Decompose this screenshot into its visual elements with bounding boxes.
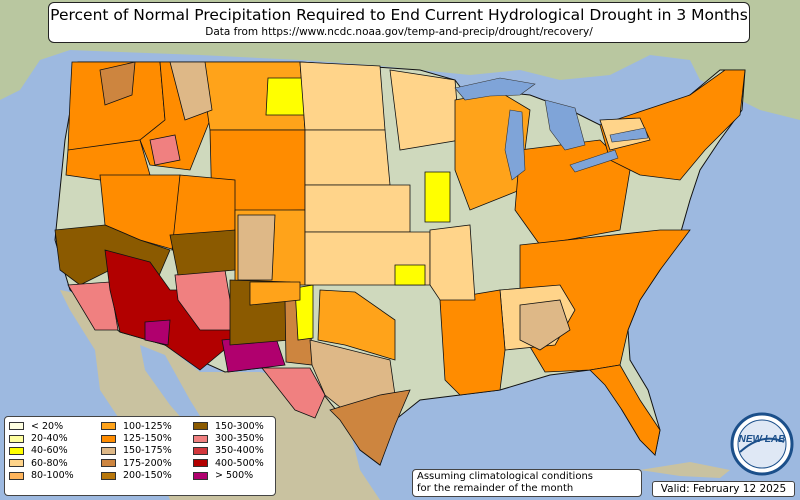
legend-swatch — [101, 459, 116, 468]
note-line-2: for the remainder of the month — [417, 483, 574, 494]
region-sd — [304, 129, 391, 186]
legend-item: 175-200% — [101, 457, 172, 469]
lake-ontario — [609, 127, 649, 143]
legend-item: 100-125% — [101, 420, 172, 432]
legend-swatch — [193, 422, 208, 431]
legend-label: 80-100% — [31, 470, 74, 482]
legend-label: 300-350% — [215, 433, 264, 445]
lake-superior — [454, 77, 536, 101]
lake-huron — [544, 99, 586, 151]
region-midwest-light — [389, 69, 461, 151]
legend-label: 60-80% — [31, 457, 68, 469]
legend-item: 300-350% — [193, 432, 264, 444]
legend-item: 150-175% — [101, 445, 172, 457]
legend-swatch — [193, 471, 208, 480]
legend-label: 200-150% — [123, 470, 172, 482]
logo-text: NEW LAB — [739, 434, 786, 445]
lake-michigan — [504, 109, 526, 181]
legend-item: 80-100% — [9, 470, 74, 482]
legend-swatch — [101, 434, 116, 443]
legend-swatch — [9, 434, 24, 443]
valid-date: Valid: February 12 2025 — [652, 481, 795, 497]
legend-swatch — [9, 422, 24, 431]
legend-label: 175-200% — [123, 457, 172, 469]
mexico-land — [60, 290, 380, 500]
region-ks-yellow — [394, 264, 426, 286]
legend-item: > 500% — [193, 470, 264, 482]
title-box: Percent of Normal Precipitation Required… — [48, 2, 750, 43]
region-tx-east — [317, 289, 396, 361]
region-tx-panhandle — [249, 281, 301, 306]
legend-swatch — [193, 459, 208, 468]
legend-label: 40-60% — [31, 445, 68, 457]
legend-swatch — [9, 446, 24, 455]
region-iowa-yellow — [424, 171, 451, 223]
legend-label: 20-40% — [31, 433, 68, 445]
region-southeast — [519, 229, 691, 373]
legend-label: 400-500% — [215, 457, 264, 469]
legend-label: 150-175% — [123, 445, 172, 457]
legend-item: 200-150% — [101, 470, 172, 482]
region-se-tan — [519, 299, 571, 351]
region-ca-pink — [67, 281, 119, 331]
legend-swatch — [101, 446, 116, 455]
legend-swatch — [9, 471, 24, 480]
legend-swatch — [9, 459, 24, 468]
region-wa-brown — [99, 61, 136, 106]
region-florida — [589, 364, 661, 456]
legend-label: 150-300% — [215, 420, 264, 432]
region-nebraska — [304, 184, 411, 233]
region-gulf — [439, 289, 506, 396]
region-mississippi — [429, 224, 476, 301]
legend-column-1: < 20% 20-40% 40-60% 60-80% 80-100% — [9, 420, 74, 482]
legend-item: 400-500% — [193, 457, 264, 469]
legend-item: 350-400% — [193, 445, 264, 457]
region-colorado-light — [237, 214, 276, 281]
region-tx-pink — [261, 367, 326, 419]
lake-erie — [569, 149, 619, 173]
legend-column-2: 100-125% 125-150% 150-175% 175-200% 200-… — [101, 420, 172, 482]
region-ohio-valley — [514, 139, 631, 246]
legend-swatch — [193, 446, 208, 455]
legend-item: 40-60% — [9, 445, 74, 457]
legend-item: 20-40% — [9, 432, 74, 444]
legend-label: 100-125% — [123, 420, 172, 432]
legend-swatch — [193, 434, 208, 443]
cuba-land — [640, 462, 730, 478]
note-line-1: Assuming climatological conditions — [417, 471, 593, 482]
legend-swatch — [101, 422, 116, 431]
legend-swatch — [101, 471, 116, 480]
legend-label: < 20% — [31, 420, 64, 432]
legend-label: 125-150% — [123, 433, 172, 445]
region-az-brown — [169, 229, 236, 276]
legend-item: 150-300% — [193, 420, 264, 432]
legend: < 20% 20-40% 40-60% 60-80% 80-100% 100-1… — [4, 416, 276, 496]
region-idaho-red — [149, 134, 181, 166]
region-nd — [299, 61, 386, 131]
region-northeast — [599, 69, 746, 181]
legend-label: > 500% — [215, 470, 254, 482]
region-tx-south — [329, 389, 411, 466]
legend-label: 350-400% — [215, 445, 264, 457]
map-title: Percent of Normal Precipitation Required… — [50, 6, 748, 24]
legend-item: 60-80% — [9, 457, 74, 469]
legend-item: 125-150% — [101, 432, 172, 444]
region-montana-light — [169, 61, 213, 121]
assumption-note: Assuming climatological conditions for t… — [412, 469, 642, 497]
legend-column-3: 150-300% 300-350% 350-400% 400-500% > 50… — [193, 420, 264, 482]
legend-item: < 20% — [9, 420, 74, 432]
lab-logo: NEW LAB — [730, 412, 794, 476]
map-subtitle: Data from https://www.ncdc.noaa.gov/temp… — [205, 26, 593, 38]
region-az-magenta — [144, 319, 171, 346]
